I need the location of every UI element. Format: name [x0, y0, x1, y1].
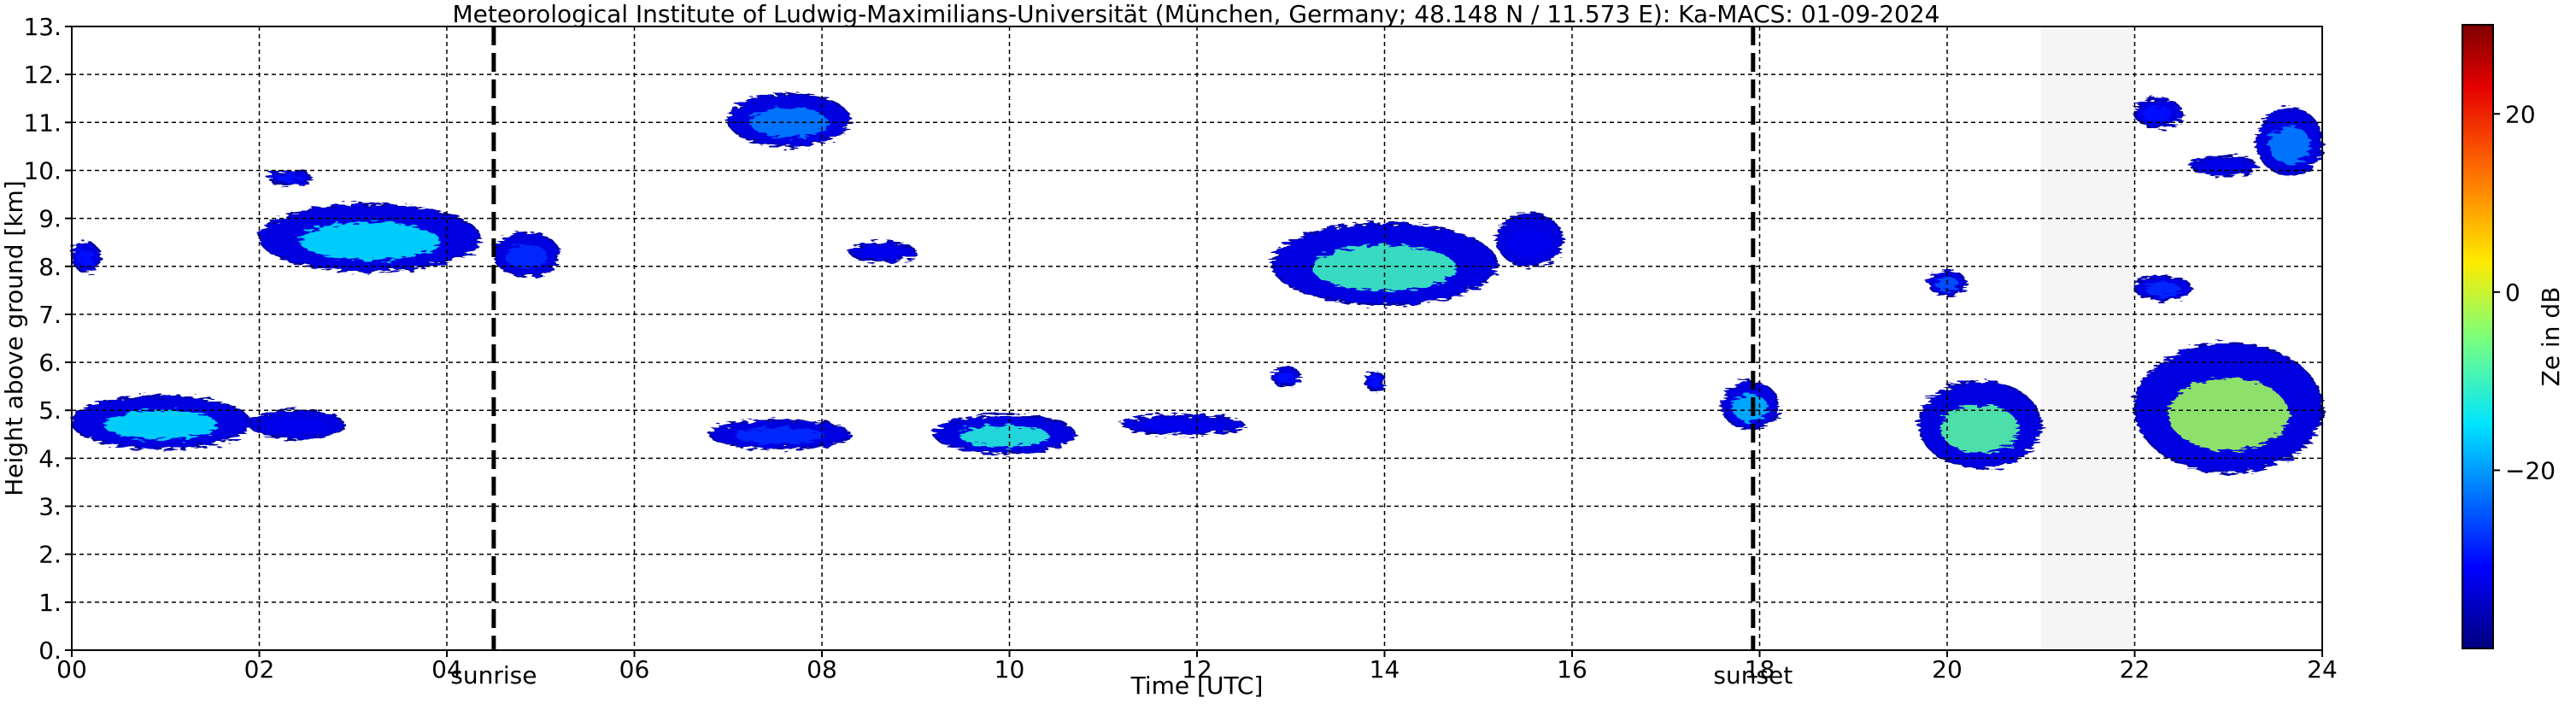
colorbar-tick-label: 0	[2505, 279, 2520, 307]
grid-lines	[72, 26, 2322, 650]
echo-core	[298, 221, 440, 261]
x-tick-label: 22	[2120, 655, 2151, 683]
colorbar-tick-label: 20	[2505, 100, 2536, 128]
y-tick-label: 4.	[38, 444, 62, 472]
y-tick-label: 1.	[38, 589, 62, 617]
y-tick-label: 11.	[23, 109, 62, 137]
echo-ac-d	[933, 414, 1077, 455]
echo-ac-c	[708, 419, 851, 450]
echo-core	[2145, 282, 2181, 296]
x-axis-label: Time [UTC]	[1130, 672, 1264, 700]
y-tick-label: 6.	[38, 349, 62, 377]
x-tick-label: 10	[995, 655, 1025, 683]
echo-ci-e	[727, 92, 851, 148]
y-tick-label: 9.	[38, 205, 62, 233]
echo-ac-f	[1270, 366, 1301, 388]
x-tick-label: 12	[1182, 655, 1212, 683]
y-tick-label: 3.	[38, 493, 62, 521]
echo-core	[505, 244, 548, 269]
colorbar-ticks: 20 0 −20	[2493, 100, 2555, 484]
x-tick-label: 06	[619, 655, 650, 683]
echo-ac-j	[2133, 342, 2323, 474]
echo-ci-c	[267, 169, 312, 186]
echo-ci-d	[492, 232, 560, 278]
echo-core	[76, 249, 95, 267]
colorbar-scale	[2462, 24, 2494, 649]
echo-ac-e	[1121, 414, 1245, 436]
echo-ci-h	[1496, 213, 1564, 267]
chart-title: Meteorological Institute of Ludwig-Maxim…	[452, 0, 1939, 28]
echo-core	[1509, 227, 1552, 258]
x-tick-label: 04	[431, 655, 462, 683]
y-tick-label: 8.	[38, 253, 62, 281]
y-tick-label: 7.	[38, 301, 62, 329]
echo-ac-b	[249, 409, 345, 440]
y-axis: 0. 1. 2. 3. 4. 5. 6. 7. 8. 9. 10. 11. 12. 13.	[23, 13, 72, 665]
x-axis: 00 02 04 06 08 10 12 14 16 18 20 22 24	[56, 650, 2338, 683]
event-label-sunrise: sunrise	[450, 661, 537, 689]
event-label-sunset: sunset	[1713, 661, 1793, 689]
echo-ac-g	[1364, 371, 1386, 392]
echo-core	[1369, 377, 1382, 388]
echo-core	[267, 418, 327, 435]
echo-core	[2268, 126, 2311, 164]
echo-ci-m	[2256, 107, 2323, 177]
no-data-band	[2040, 26, 2135, 650]
y-tick-label: 5.	[38, 396, 62, 425]
y-tick-label: 0.	[38, 637, 62, 665]
echo-core	[1276, 372, 1295, 384]
cloud-echoes	[71, 92, 2323, 474]
echo-ac-a	[71, 395, 251, 450]
echo-core	[1940, 404, 2020, 454]
echo-ac-i	[1918, 380, 2042, 469]
x-tick-label: 02	[244, 655, 275, 683]
y-tick-label: 13.	[23, 13, 62, 41]
plot-area: sunrise sunset	[71, 26, 2323, 689]
y-tick-label: 12.	[23, 61, 62, 89]
y-tick-label: 10.	[23, 156, 62, 185]
x-tick-label: 24	[2307, 655, 2338, 683]
colorbar-label: Ze in dB	[2537, 287, 2565, 387]
event-lines: sunrise sunset	[450, 26, 1793, 689]
echo-core	[276, 174, 303, 183]
x-tick-label: 16	[1557, 655, 1587, 683]
x-tick-label: 18	[1745, 655, 1775, 683]
echo-core	[2143, 106, 2174, 123]
x-tick-label: 00	[56, 655, 87, 683]
echo-ci-j	[2133, 275, 2192, 302]
x-tick-label: 08	[807, 655, 837, 683]
echo-ci-f	[848, 241, 917, 263]
echo-core	[734, 427, 825, 444]
echo-ci-l	[2190, 155, 2258, 177]
echo-ac-h	[1721, 380, 1780, 431]
echo-core	[103, 410, 218, 440]
echo-core	[2168, 378, 2289, 451]
echo-core	[1143, 419, 1223, 431]
echo-core	[1732, 394, 1769, 422]
colorbar-tick-label: −20	[2505, 456, 2555, 484]
x-tick-label: 14	[1370, 655, 1400, 683]
y-tick-label: 2.	[38, 541, 62, 569]
echo-ci-k	[2133, 97, 2183, 128]
echo-core	[959, 425, 1050, 448]
echo-core	[2203, 161, 2245, 173]
colorbar: 20 0 −20 Ze in dB	[2462, 24, 2565, 649]
echo-ci-b	[258, 202, 481, 273]
echo-core	[861, 247, 904, 259]
echo-ci-a	[71, 241, 101, 273]
y-axis-label: Height above ground [km]	[0, 180, 28, 496]
x-tick-label: 20	[1932, 655, 1963, 683]
